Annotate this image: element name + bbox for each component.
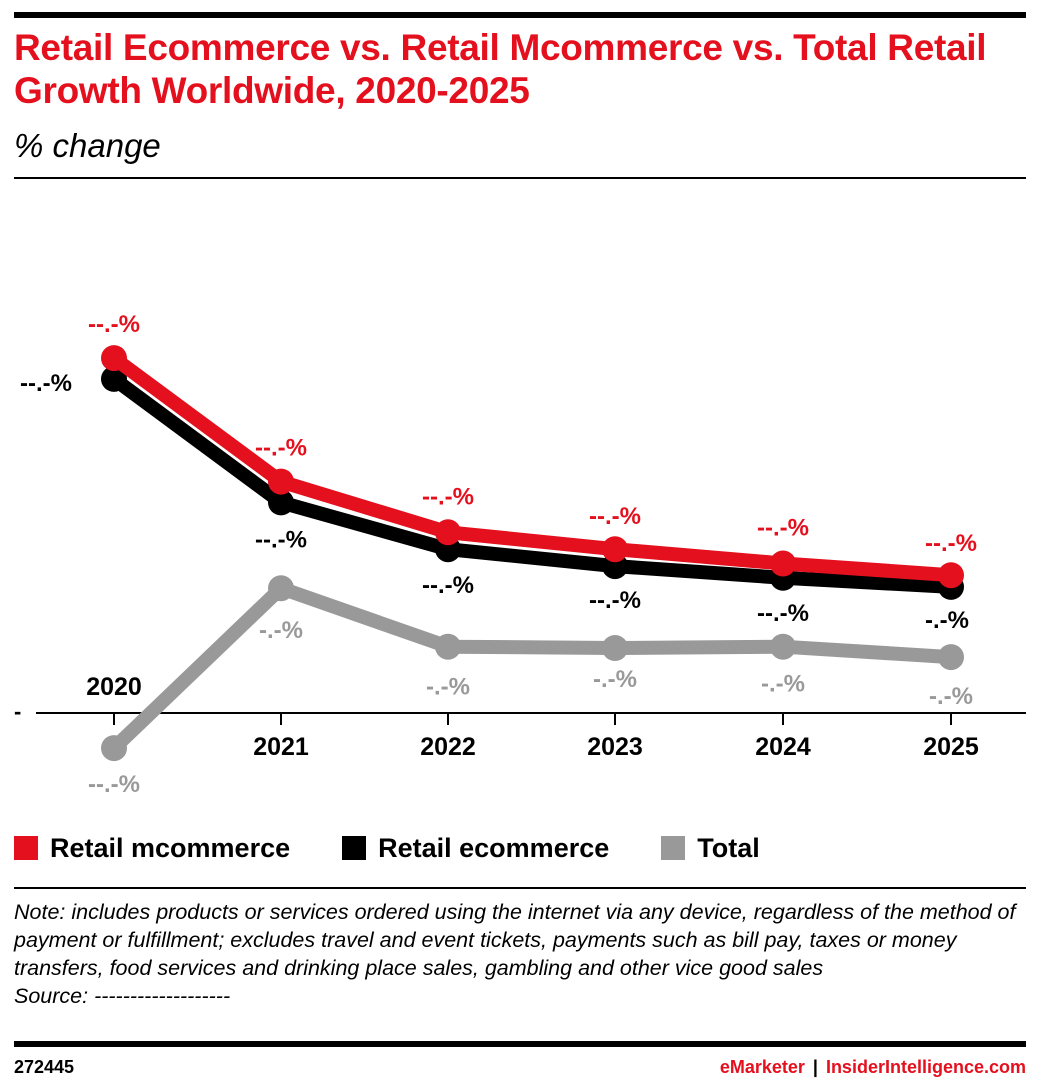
legend-item-total: Total: [661, 833, 760, 864]
legend-divider: [14, 887, 1026, 889]
chart-subtitle: % change: [14, 127, 161, 164]
x-axis-tick-label: 2022: [420, 733, 476, 761]
data-point-retail-mcommerce: [268, 468, 294, 495]
data-point-retail-ecommerce: [101, 365, 127, 392]
data-point-retail-mcommerce: [770, 550, 796, 577]
data-point-retail-mcommerce: [101, 345, 127, 372]
note-text: Note: includes products or services orde…: [14, 900, 1016, 980]
data-point-total: [268, 575, 294, 602]
data-label-total: --.-%: [88, 771, 140, 798]
data-point-retail-ecommerce: [268, 489, 294, 516]
legend-item-retail-mcommerce: Retail mcommerce: [14, 833, 290, 864]
chart-title: Retail Ecommerce vs. Retail Mcommerce vs…: [14, 27, 987, 111]
chart-legend: Retail mcommerce Retail ecommerce Total: [14, 832, 812, 864]
data-label-total: -.-%: [426, 674, 470, 701]
data-point-total: [602, 635, 628, 661]
data-label-retail-mcommerce: --.-%: [589, 503, 641, 530]
legend-label-retail-ecommerce: Retail ecommerce: [378, 832, 610, 863]
data-label-retail-ecommerce: -.-%: [925, 607, 969, 634]
line-chart: - 2020 2021 2022 2023 2024 2025 --.-% --.-% --.-%…: [14, 311, 1026, 798]
data-label-total: -.-%: [929, 683, 973, 710]
bottom-rule: [14, 1041, 1026, 1047]
data-label-retail-mcommerce: --.-%: [88, 311, 140, 338]
data-label-total: -.-%: [259, 617, 303, 644]
data-label-total: -.-%: [761, 671, 805, 698]
data-label-retail-ecommerce: --.-%: [255, 526, 307, 553]
top-rule: [14, 12, 1026, 18]
data-point-total: [101, 735, 127, 762]
data-point-total: [938, 644, 964, 671]
x-axis-tick-label: 2020: [86, 673, 142, 701]
legend-swatch-retail-mcommerce: [14, 836, 38, 860]
series-line-retail-ecommerce: [107, 371, 958, 594]
data-label-retail-ecommerce: --.-%: [422, 572, 474, 599]
data-point-retail-mcommerce: [602, 536, 628, 563]
footer-brand: eMarketer | InsiderIntelligence.com: [720, 1057, 1026, 1078]
chart-id: 272445: [14, 1057, 75, 1077]
data-label-retail-ecommerce: --.-%: [589, 587, 641, 614]
brand-insider-intelligence: InsiderIntelligence.com: [825, 1057, 1026, 1077]
chart-note: Note: includes products or services orde…: [14, 898, 1024, 1010]
legend-item-retail-ecommerce: Retail ecommerce: [342, 833, 609, 864]
series-line-retail-mcommerce: [107, 351, 958, 583]
data-point-total: [770, 633, 796, 660]
y-axis-tick-label: -: [14, 699, 21, 724]
data-label-total: -.-%: [593, 666, 637, 693]
legend-label-total: Total: [697, 832, 760, 863]
legend-label-retail-mcommerce: Retail mcommerce: [50, 832, 291, 863]
data-label-retail-mcommerce: --.-%: [255, 435, 307, 462]
brand-separator: |: [812, 1057, 818, 1077]
brand-emarketer: eMarketer: [719, 1057, 805, 1077]
legend-swatch-total: [661, 836, 686, 860]
x-axis-tick-label: 2023: [587, 733, 643, 761]
data-point-total: [435, 633, 461, 660]
series-line-total: [107, 581, 958, 756]
data-label-retail-mcommerce: --.-%: [422, 483, 474, 510]
x-axis-tick-label: 2025: [923, 733, 979, 761]
header-divider: [14, 177, 1026, 179]
data-point-retail-mcommerce: [435, 519, 461, 546]
legend-swatch-retail-ecommerce: [342, 836, 367, 860]
x-axis-tick-label: 2021: [253, 733, 309, 761]
x-axis-tick-label: 2024: [755, 733, 811, 761]
source-text: Source: -------------------: [14, 984, 231, 1008]
data-label-retail-ecommerce: --.-%: [757, 600, 809, 627]
data-point-retail-mcommerce: [938, 562, 964, 589]
data-label-retail-mcommerce: --.-%: [925, 530, 977, 557]
data-label-retail-mcommerce: --.-%: [757, 515, 809, 542]
data-label-retail-ecommerce: --.-%: [20, 370, 72, 397]
